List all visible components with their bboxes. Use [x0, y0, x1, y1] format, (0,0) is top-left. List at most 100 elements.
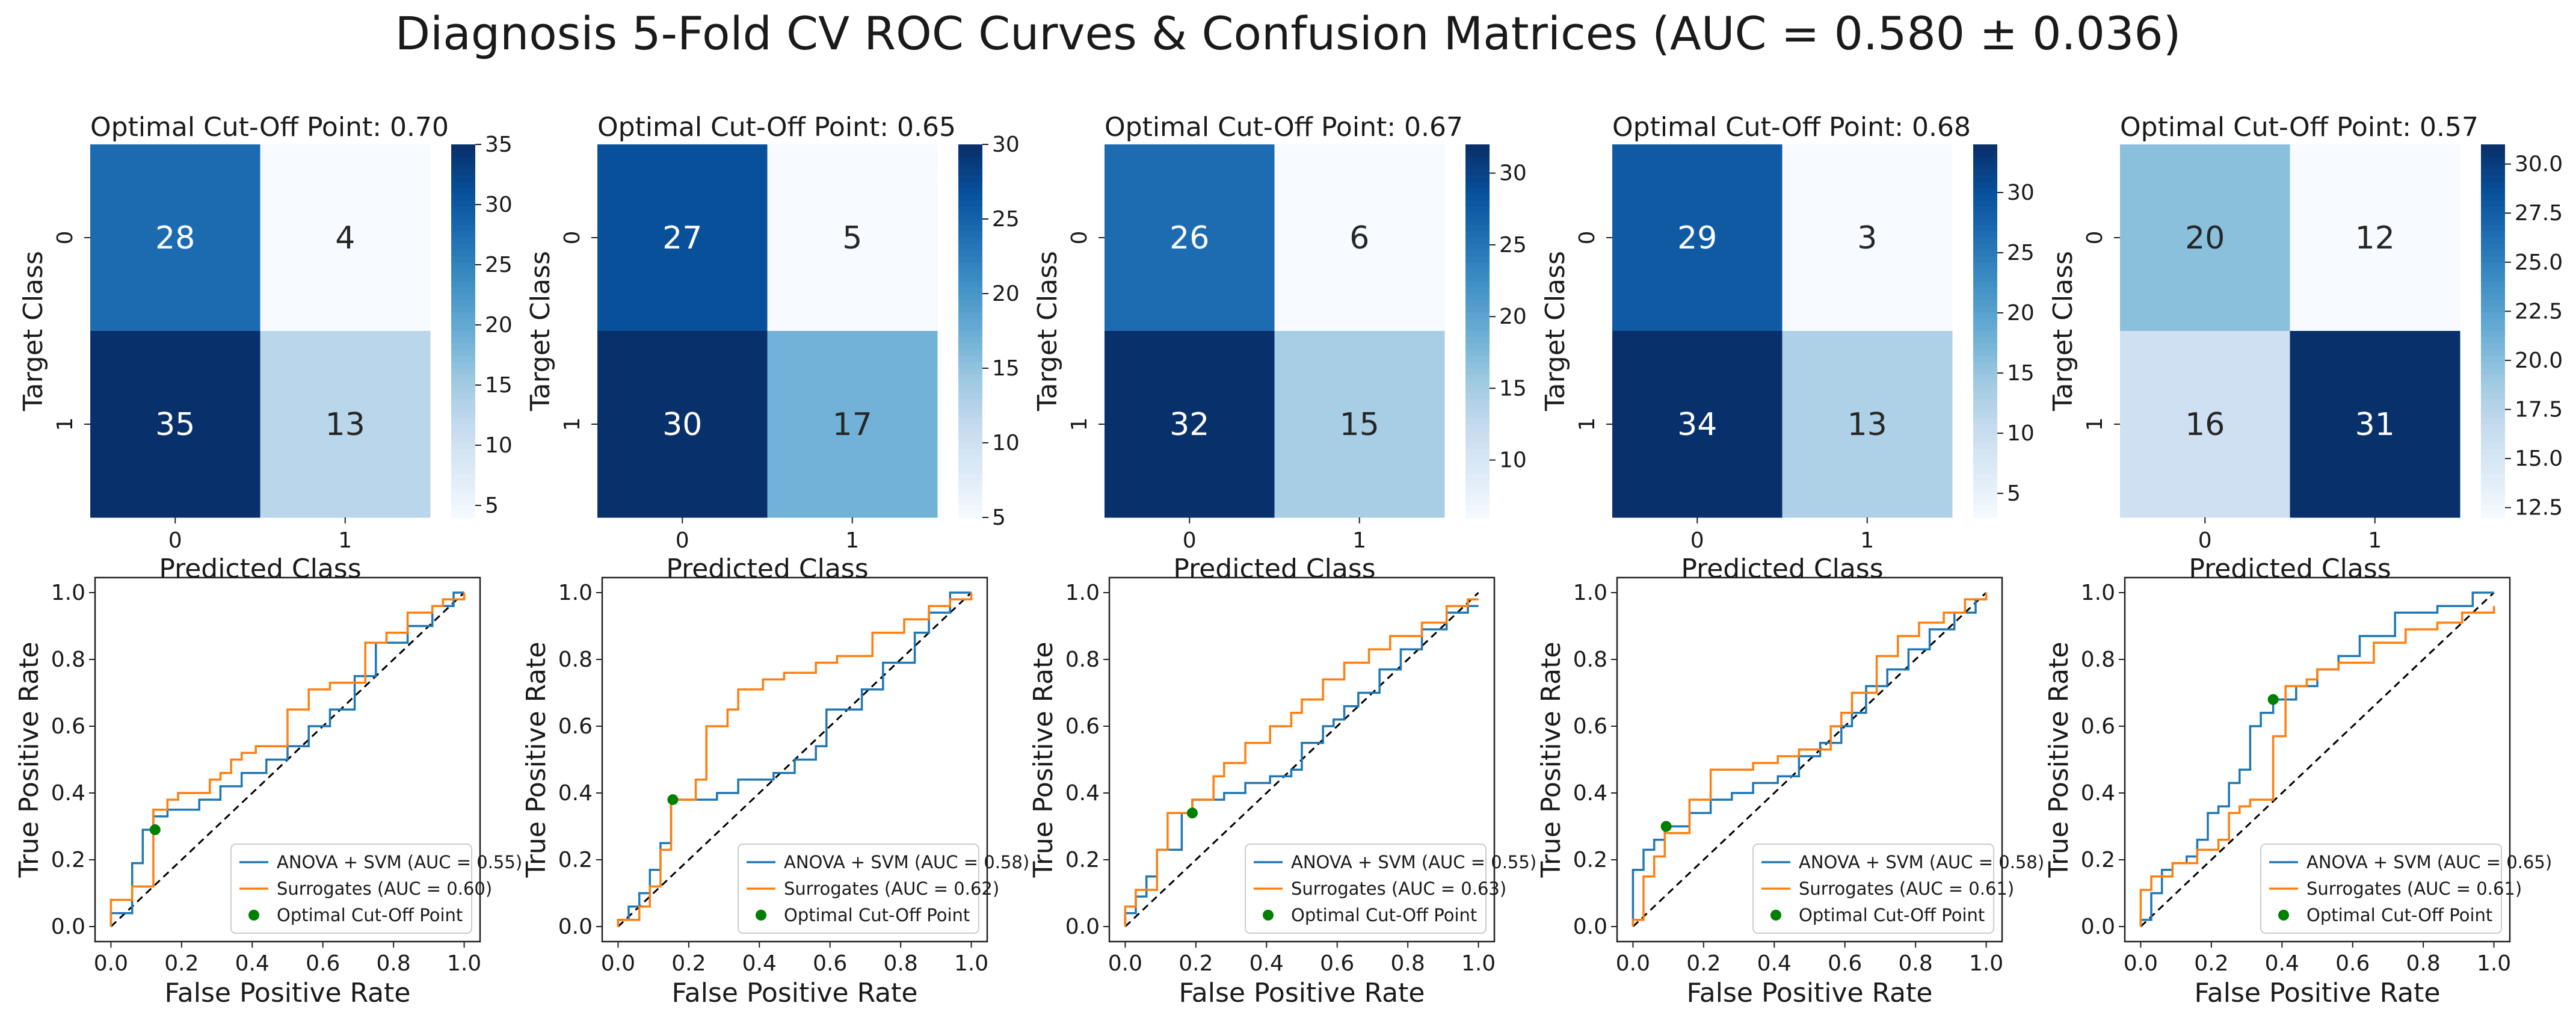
colorbar-segment — [958, 219, 982, 226]
figure-title: Diagnosis 5-Fold CV ROC Curves & Confusi… — [395, 7, 2181, 60]
optimal-cutoff-marker — [2267, 694, 2279, 705]
legend-label: ANOVA + SVM (AUC = 0.55) — [1291, 852, 1536, 872]
colorbar-tick-label: 35 — [485, 132, 513, 157]
colorbar-segment — [2481, 368, 2505, 375]
legend: ANOVA + SVM (AUC = 0.65) Surrogates (AUC … — [2260, 844, 2552, 934]
cm-y-tick-label: 0 — [1575, 231, 1600, 245]
colorbar-segment — [958, 324, 982, 332]
roc-x-tick-label: 0.2 — [1686, 951, 1721, 976]
colorbar-segment — [1465, 175, 1490, 182]
colorbar-segment — [2481, 144, 2505, 152]
colorbar-segment — [1973, 418, 1997, 425]
colorbar-segment — [451, 312, 475, 319]
colorbar-segment — [2481, 200, 2505, 208]
colorbar-segment — [1973, 262, 1997, 270]
colorbar-segment — [1973, 374, 1997, 381]
colorbar-segment — [2481, 268, 2505, 276]
colorbar-segment — [1465, 294, 1490, 301]
colorbar-segment — [1465, 474, 1490, 481]
legend-label: Optimal Cut-Off Point — [277, 905, 463, 925]
cm-cell — [1105, 331, 1275, 518]
roc-y-tick-label: 0.6 — [51, 714, 85, 739]
colorbar-segment — [451, 219, 475, 226]
colorbar-segment — [451, 356, 475, 363]
colorbar-segment — [958, 350, 982, 357]
colorbar-segment — [1465, 412, 1490, 419]
colorbar-segment — [2481, 300, 2505, 307]
colorbar-segment — [958, 163, 982, 170]
roc-x-tick-label: 0.0 — [1616, 951, 1650, 976]
colorbar-segment — [1465, 188, 1490, 195]
roc-x-tick-label: 0.0 — [2124, 951, 2158, 976]
colorbar-segment — [1973, 163, 1997, 170]
colorbar-segment — [451, 324, 475, 332]
cm-cell-value: 29 — [1677, 220, 1717, 256]
colorbar-segment — [958, 467, 982, 475]
legend-label: Optimal Cut-Off Point — [1799, 905, 1985, 925]
colorbar-segment — [451, 418, 475, 425]
colorbar-segment — [1973, 455, 1997, 462]
colorbar-tick-label: 15 — [1499, 376, 1527, 401]
roc-x-tick-label: 1.0 — [1461, 951, 1496, 976]
colorbar-segment — [958, 256, 982, 264]
colorbar-segment — [1973, 399, 1997, 406]
colorbar-segment — [1465, 362, 1490, 369]
cm-x-tick-label: 0 — [168, 528, 182, 553]
roc-axes-frame — [1108, 576, 1496, 943]
roc-y-tick-label: 0.2 — [2081, 848, 2115, 872]
legend-marker — [1770, 910, 1781, 921]
roc-y-tick-label: 0.8 — [558, 647, 593, 672]
cm-cell — [597, 331, 768, 518]
colorbar-segment — [958, 169, 982, 176]
roc-x-tick-label: 0.2 — [671, 951, 706, 976]
cm-y-tick-label: 0 — [2083, 231, 2107, 245]
roc-x-tick-label: 0.6 — [1320, 951, 1354, 976]
cm-cell — [260, 331, 431, 518]
colorbar-segment — [1465, 331, 1490, 338]
colorbar-segment — [2481, 380, 2505, 387]
colorbar-segment — [451, 275, 475, 282]
colorbar-segment — [1973, 175, 1997, 182]
legend-label: Surrogates (AUC = 0.61) — [2306, 878, 2522, 899]
cm-y-tick-label: 1 — [53, 418, 78, 431]
colorbar-segment — [2481, 163, 2505, 170]
roc-y-tick-label: 0.6 — [1573, 714, 1607, 739]
colorbar-segment — [2481, 374, 2505, 381]
roc-y-tick-label: 1.0 — [1065, 581, 1100, 605]
colorbar-segment — [1465, 406, 1490, 413]
optimal-cutoff-marker — [667, 794, 679, 806]
cm-x-tick-label: 1 — [1860, 528, 1874, 553]
colorbar-segment — [451, 175, 475, 182]
colorbar-segment — [451, 430, 475, 437]
colorbar-segment — [1973, 467, 1997, 475]
colorbar-segment — [1465, 424, 1490, 431]
colorbar-segment — [958, 331, 982, 338]
roc-y-axis-label: True Positive Rate — [2044, 642, 2074, 878]
colorbar-segment — [2481, 356, 2505, 363]
colorbar-segment — [451, 231, 475, 238]
roc-y-tick-label: 0.4 — [51, 781, 85, 806]
colorbar-segment — [1465, 281, 1490, 288]
colorbar-segment — [958, 206, 982, 214]
colorbar-segment — [1465, 200, 1490, 208]
colorbar-segment — [958, 343, 982, 350]
colorbar-segment — [1973, 169, 1997, 176]
colorbar-segment — [1973, 200, 1997, 208]
colorbar-segment — [958, 262, 982, 270]
colorbar-segment — [1973, 156, 1997, 164]
colorbar-segment — [451, 200, 475, 208]
cm-x-tick-label: 0 — [676, 528, 689, 553]
cm-cell-value: 27 — [662, 220, 702, 256]
colorbar-segment — [958, 480, 982, 487]
colorbar: 5 10 15 20 25 30 — [1973, 144, 2035, 518]
legend-marker — [1263, 910, 1274, 921]
colorbar-segment — [1973, 268, 1997, 276]
colorbar-segment — [958, 318, 982, 325]
colorbar-segment — [1465, 350, 1490, 357]
legend-marker — [248, 910, 259, 921]
colorbar-segment — [2481, 175, 2505, 182]
colorbar-segment — [958, 387, 982, 394]
cm-y-axis-label: Target Class — [18, 251, 49, 412]
